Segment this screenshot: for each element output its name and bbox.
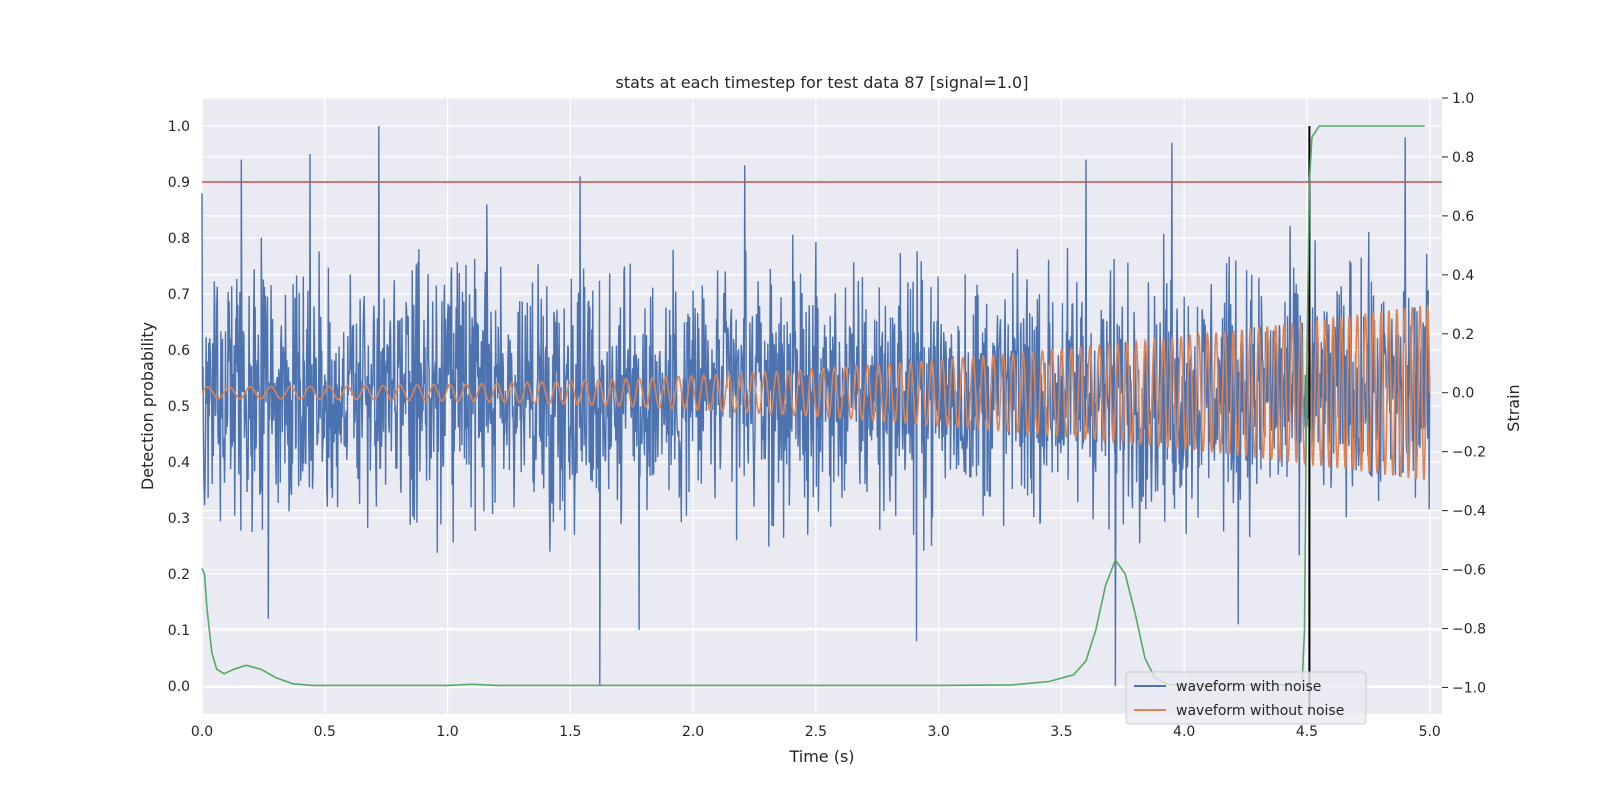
legend-label-clean: waveform without noise (1176, 703, 1344, 719)
y-tick-label: 0.7 (168, 287, 190, 303)
y2-tick-label: 0.6 (1452, 209, 1474, 225)
legend-box (1125, 671, 1367, 725)
x-tick-label: 1.0 (436, 724, 458, 740)
y2-tick-label: −0.8 (1452, 622, 1486, 638)
y-tick-label: 0.2 (168, 567, 190, 583)
y-tick-label: 0.5 (168, 399, 190, 415)
y2-tick-label: −0.6 (1452, 563, 1486, 579)
y2-axis-label: Strain (1504, 384, 1523, 431)
y-tick-label: 0.4 (168, 455, 190, 471)
x-tick-label: 0.0 (191, 724, 213, 740)
x-tick-label: 5.0 (1419, 724, 1441, 740)
x-axis-label: Time (s) (788, 747, 854, 766)
x-tick-label: 0.5 (314, 724, 336, 740)
series-waveform-with-noise (201, 125, 1431, 687)
y2-tick-label: −1.0 (1452, 680, 1486, 696)
x-tick-label: 4.5 (1296, 724, 1318, 740)
y2-tick-label: −0.4 (1452, 504, 1486, 520)
x-tick-label: 1.5 (559, 724, 581, 740)
series-waveform-without-noise (201, 304, 1431, 481)
chart-title: stats at each timestep for test data 87 … (616, 73, 1029, 92)
y2-tick-label: 1.0 (1452, 91, 1474, 107)
y-tick-label: 0.3 (168, 511, 190, 527)
y2-tick-label: 0.8 (1452, 150, 1474, 166)
y-tick-label: 0.8 (168, 231, 190, 247)
y-tick-label: 0.6 (168, 343, 190, 359)
x-tick-label: 3.0 (928, 724, 950, 740)
y2-tick-label: 0.4 (1452, 268, 1474, 284)
y-tick-label: 1.0 (168, 119, 190, 135)
y2-tick-label: 0.0 (1452, 386, 1474, 402)
x-tick-label: 4.0 (1173, 724, 1195, 740)
x-tick-label: 3.5 (1050, 724, 1072, 740)
x-tick-label: 2.5 (805, 724, 827, 740)
y2-tick-label: −0.2 (1452, 445, 1486, 461)
x-tick-label: 2.0 (682, 724, 704, 740)
legend-label-noisy: waveform with noise (1176, 679, 1321, 695)
y-tick-label: 0.0 (168, 679, 190, 695)
ticks-layer: 0.0 0.5 1.0 1.5 2.0 2.5 3.0 3.5 4.0 4.5 5.0 0.0 0.1 0… (168, 91, 1486, 740)
y-tick-label: 0.9 (168, 175, 190, 191)
y-axis-label: Detection probability (138, 322, 157, 490)
y-tick-label: 0.1 (168, 623, 190, 639)
legend: waveform with noise waveform without noi… (1125, 671, 1367, 725)
y2-tick-label: 0.2 (1452, 327, 1474, 343)
